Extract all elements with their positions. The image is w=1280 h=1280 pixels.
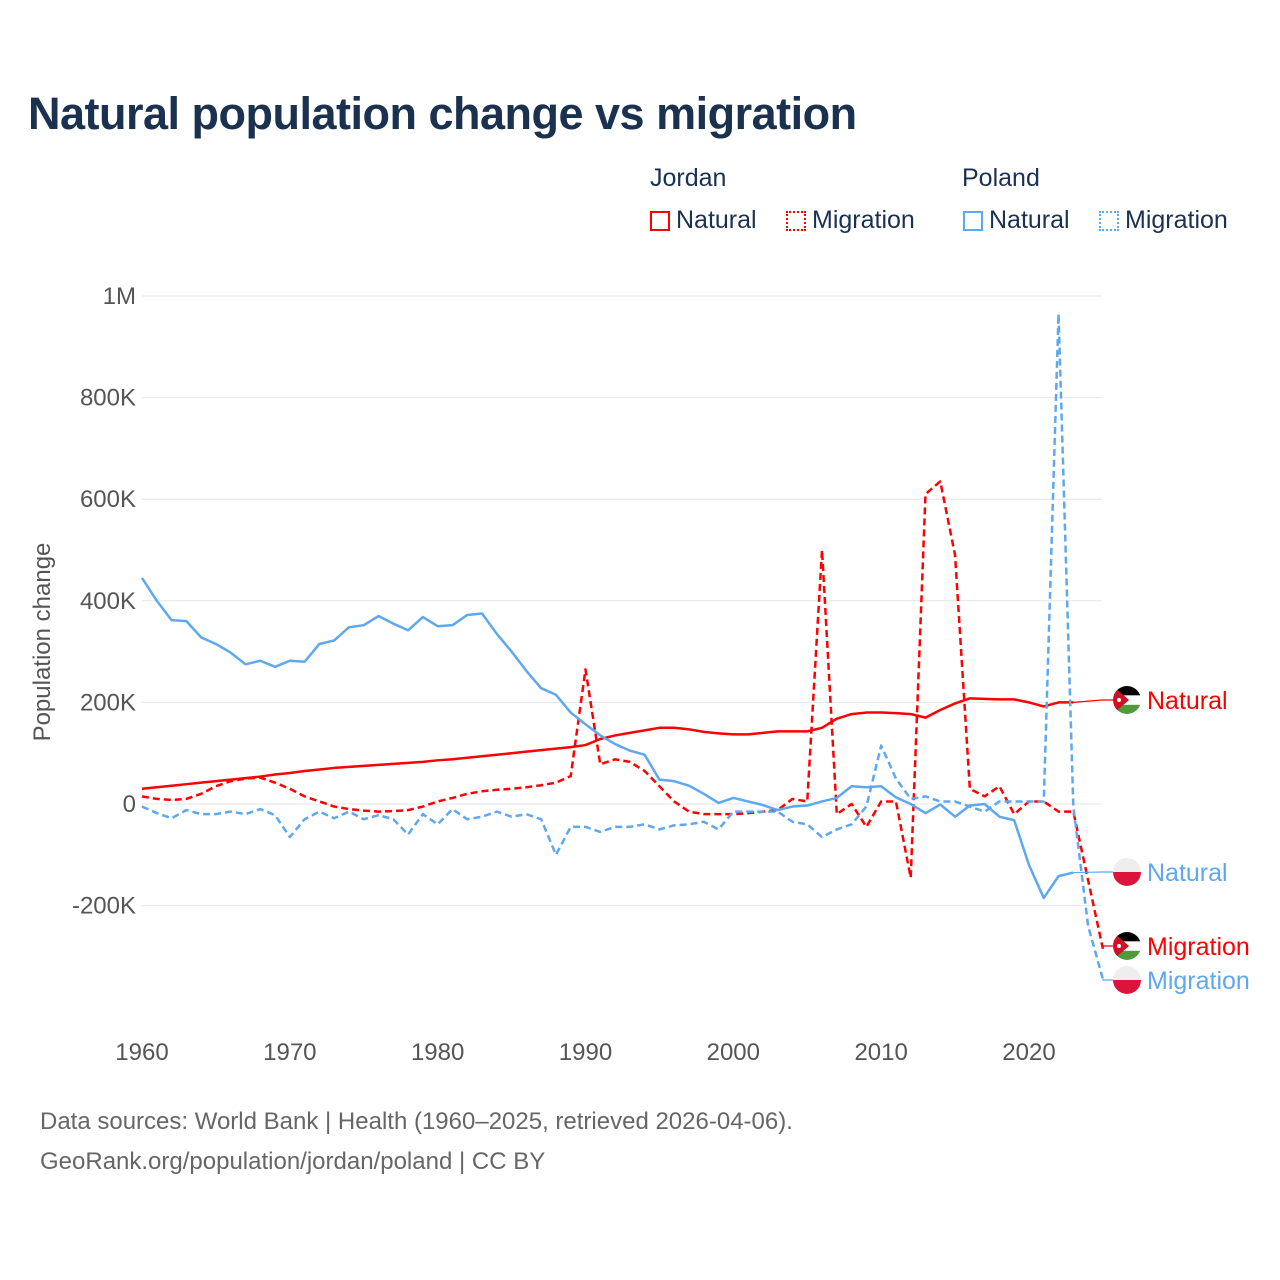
legend-swatch-solid [963,210,983,231]
jordan-flag-icon [1113,686,1141,714]
y-axis-label: Population change [29,543,56,742]
gridlines [142,295,1102,907]
x-tick-label: 2010 [854,1039,907,1066]
end-label-connector [1102,979,1113,981]
end-label-connector [1073,699,1113,703]
x-tick-label: 1970 [263,1039,316,1066]
y-tick-label: 0 [123,791,136,818]
end-label: Natural [1147,687,1228,715]
legend-group-poland: Poland [962,164,1040,192]
end-label: Migration [1147,967,1250,995]
end-label-connector [1102,945,1113,949]
series-lines [140,312,1105,980]
legend-label: Natural [676,206,757,234]
x-tick-label: 2000 [707,1039,760,1066]
end-label-connector [1073,871,1113,874]
y-tick-label: 200K [80,689,136,716]
jordan-flag-icon [1113,932,1141,960]
y-tick-label: 400K [80,588,136,615]
series-line-poland-natural [140,577,1074,900]
series-line-jordan-natural [141,697,1074,791]
legend-swatch-dotted [1099,210,1119,231]
y-axis-ticks: 1M 800K 600K 400K 200K 0 -200K [72,283,136,920]
legend-poland-natural[interactable]: Natural [963,206,1070,235]
x-axis-ticks: 1960 1970 1980 1990 2000 2010 2020 [115,1039,1055,1066]
legend-jordan-natural[interactable]: Natural [650,206,757,235]
end-label: Migration [1147,933,1250,961]
legend-group-jordan: Jordan [650,164,727,192]
legend-swatch-solid [650,210,670,231]
end-labels: Natural Migration Natural Migration [1073,686,1250,995]
x-tick-label: 2020 [1002,1039,1055,1066]
x-tick-label: 1960 [115,1039,168,1066]
y-tick-label: -200K [72,893,136,920]
legend-label: Migration [812,206,915,234]
x-tick-label: 1990 [559,1039,612,1066]
y-tick-label: 1M [103,283,136,310]
footer-link[interactable]: GeoRank.org/population/jordan/poland | C… [40,1148,546,1175]
legend-swatch-dotted [786,210,806,231]
poland-flag-icon [1113,966,1141,994]
legend-label: Migration [1125,206,1228,234]
poland-flag-icon [1113,858,1141,886]
chart-title: Natural population change vs migration [28,88,857,139]
x-tick-label: 1980 [411,1039,464,1066]
end-label: Natural [1147,859,1228,887]
series-line-poland-migration [141,312,1105,980]
footer-sources: Data sources: World Bank | Health (1960–… [40,1108,793,1135]
legend-label: Natural [989,206,1070,234]
y-tick-label: 800K [80,385,136,412]
legend-poland-migration[interactable]: Migration [1099,206,1228,235]
legend-jordan-migration[interactable]: Migration [786,206,915,235]
series-line-jordan-migration [141,480,1105,950]
y-tick-label: 600K [80,486,136,513]
